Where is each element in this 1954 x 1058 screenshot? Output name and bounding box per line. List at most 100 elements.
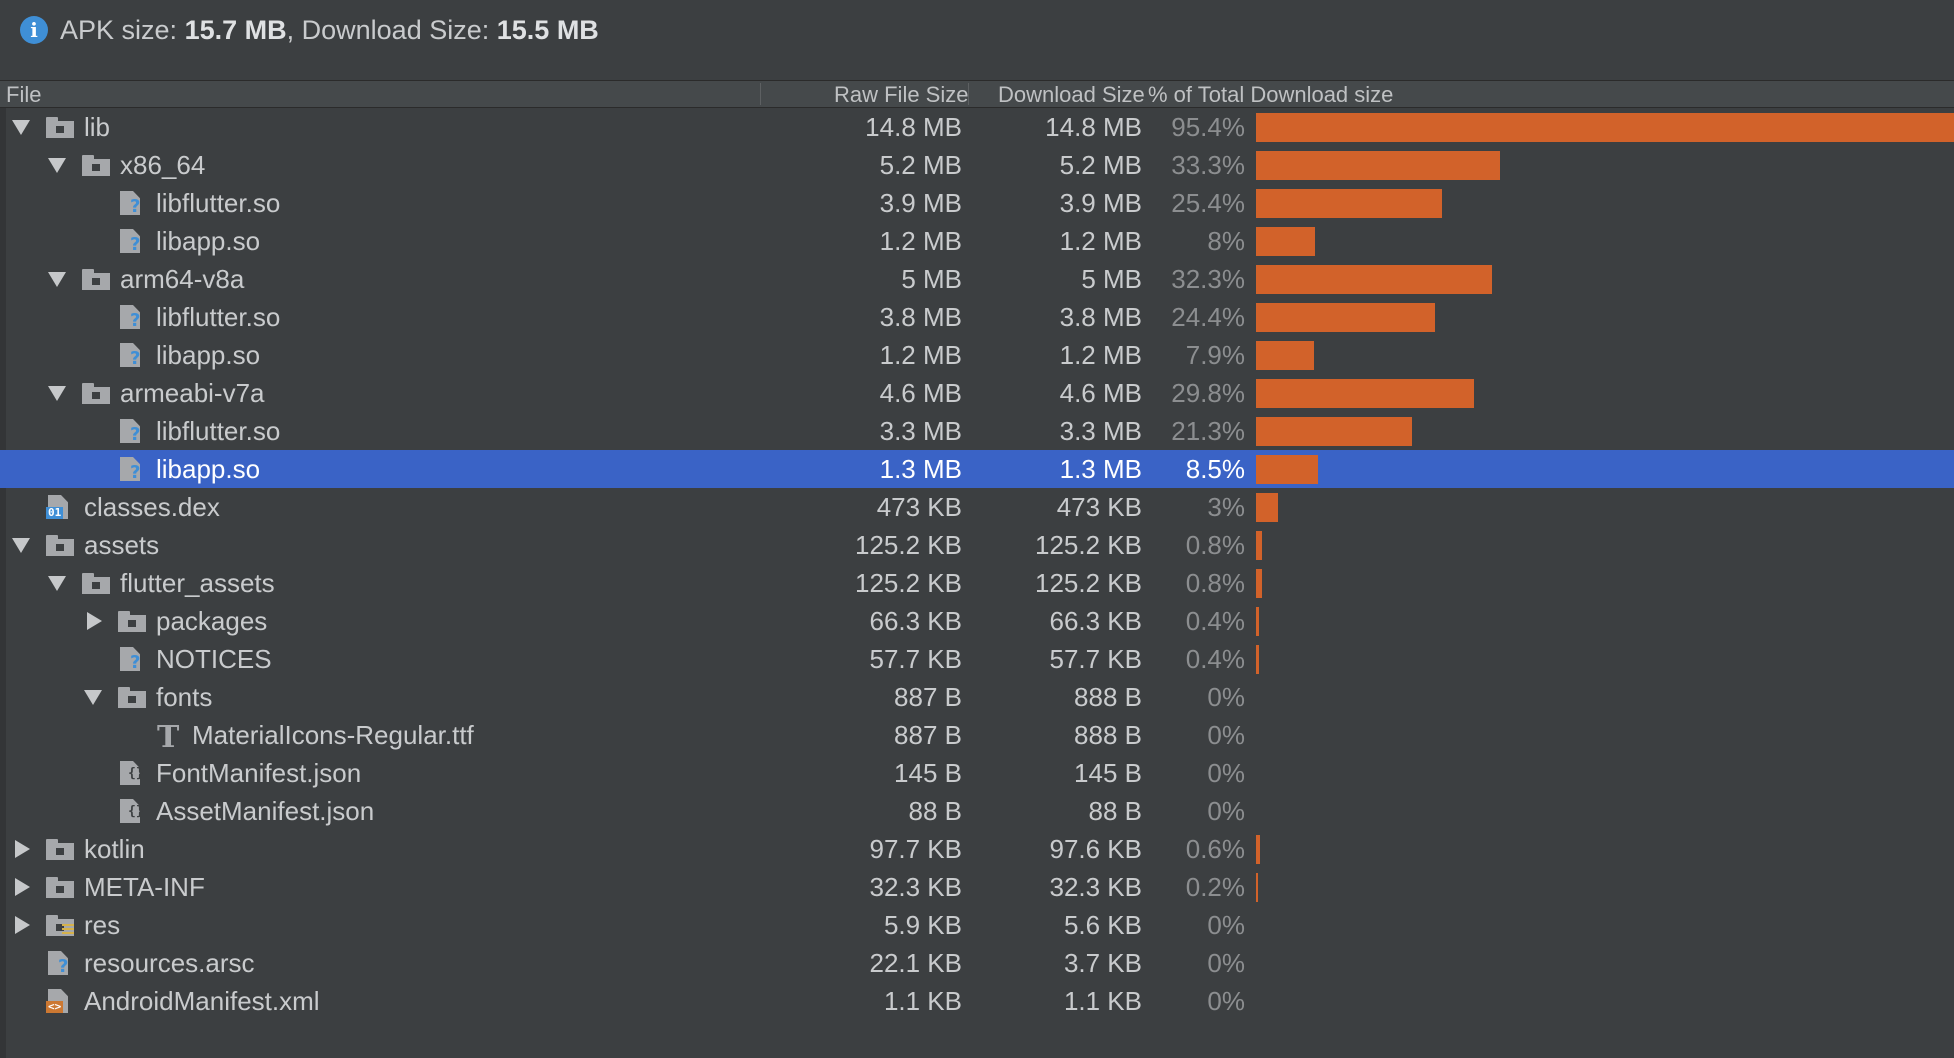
unknown-file-icon: ? xyxy=(118,456,146,483)
table-row[interactable]: packages 66.3 KB 66.3 KB 0.4% xyxy=(0,602,1954,640)
size-bar xyxy=(1256,379,1474,408)
table-row[interactable]: arm64-v8a 5 MB 5 MB 32.3% xyxy=(0,260,1954,298)
percent-of-total: 0.4% xyxy=(1185,644,1245,674)
file-name: libflutter.so xyxy=(156,416,281,446)
table-row[interactable]: ? libapp.so 1.3 MB 1.3 MB 8.5% xyxy=(0,450,1954,488)
table-row[interactable]: flutter_assets 125.2 KB 125.2 KB 0.8% xyxy=(0,564,1954,602)
chevron-down-icon[interactable] xyxy=(48,386,66,401)
column-header-file[interactable]: File xyxy=(6,82,42,107)
percent-of-total: 33.3% xyxy=(1171,150,1245,180)
raw-file-size: 125.2 KB xyxy=(855,568,962,598)
column-resize-handle[interactable] xyxy=(968,83,969,105)
table-row[interactable]: ? libflutter.so 3.3 MB 3.3 MB 21.3% xyxy=(0,412,1954,450)
size-bar xyxy=(1256,873,1258,902)
column-header-percent[interactable]: % of Total Download size xyxy=(1148,82,1394,107)
table-row[interactable]: res 5.9 KB 5.6 KB 0% xyxy=(0,906,1954,944)
raw-file-size: 57.7 KB xyxy=(869,644,962,674)
table-row[interactable]: {} AssetManifest.json 88 B 88 B 0% xyxy=(0,792,1954,830)
raw-file-size: 1.3 MB xyxy=(879,454,962,484)
chevron-right-icon[interactable] xyxy=(15,840,30,858)
percent-of-total: 0.4% xyxy=(1185,606,1245,636)
table-row[interactable]: ? libapp.so 1.2 MB 1.2 MB 7.9% xyxy=(0,336,1954,374)
download-size: 3.8 MB xyxy=(1059,302,1142,332)
folder-icon xyxy=(118,608,146,634)
size-bar xyxy=(1256,531,1262,560)
percent-of-total: 95.4% xyxy=(1171,112,1245,142)
raw-file-size: 125.2 KB xyxy=(855,530,962,560)
chevron-right-icon[interactable] xyxy=(15,878,30,896)
table-row[interactable]: kotlin 97.7 KB 97.6 KB 0.6% xyxy=(0,830,1954,868)
chevron-down-icon[interactable] xyxy=(12,538,30,553)
table-row[interactable]: x86_64 5.2 MB 5.2 MB 33.3% xyxy=(0,146,1954,184)
download-size: 3.3 MB xyxy=(1059,416,1142,446)
download-size: 32.3 KB xyxy=(1049,872,1142,902)
file-name: META-INF xyxy=(84,872,205,902)
chevron-down-icon[interactable] xyxy=(84,690,102,705)
download-size: 4.6 MB xyxy=(1059,378,1142,408)
download-size: 888 B xyxy=(1074,720,1142,750)
table-row[interactable]: armeabi-v7a 4.6 MB 4.6 MB 29.8% xyxy=(0,374,1954,412)
raw-file-size: 473 KB xyxy=(876,492,962,522)
file-name: libflutter.so xyxy=(156,302,281,332)
file-name: packages xyxy=(156,606,268,636)
file-name: libapp.so xyxy=(156,454,261,484)
size-bar xyxy=(1256,455,1318,484)
table-row[interactable]: <> AndroidManifest.xml 1.1 KB 1.1 KB 0% xyxy=(0,982,1954,1020)
chevron-right-icon[interactable] xyxy=(87,612,102,630)
raw-file-size: 97.7 KB xyxy=(869,834,962,864)
folder-icon xyxy=(82,152,110,178)
file-name: classes.dex xyxy=(84,492,220,522)
raw-file-size: 1.1 KB xyxy=(883,986,962,1016)
table-row[interactable]: lib 14.8 MB 14.8 MB 95.4% xyxy=(0,108,1954,146)
table-row[interactable]: fonts 887 B 888 B 0% xyxy=(0,678,1954,716)
chevron-right-icon[interactable] xyxy=(15,916,30,934)
download-size: 888 B xyxy=(1074,682,1142,712)
table-row[interactable]: assets 125.2 KB 125.2 KB 0.8% xyxy=(0,526,1954,564)
download-size: 125.2 KB xyxy=(1035,568,1142,598)
chevron-down-icon[interactable] xyxy=(48,158,66,173)
column-header-raw-size[interactable]: Raw File Size xyxy=(834,82,969,107)
unknown-file-icon: ? xyxy=(118,304,146,331)
table-row[interactable]: ? libflutter.so 3.8 MB 3.8 MB 24.4% xyxy=(0,298,1954,336)
download-size: 5.6 KB xyxy=(1063,910,1142,940)
chevron-down-icon[interactable] xyxy=(12,120,30,135)
raw-file-size: 14.8 MB xyxy=(865,112,962,142)
percent-of-total: 7.9% xyxy=(1185,340,1245,370)
dex-file-icon: 01 xyxy=(46,494,74,520)
file-tree-table: lib 14.8 MB 14.8 MB 95.4% x86_64 5.2 MB 5.2 MB… xyxy=(0,108,1954,1020)
folder-icon xyxy=(46,532,74,558)
raw-file-size: 66.3 KB xyxy=(869,606,962,636)
chevron-down-icon[interactable] xyxy=(48,576,66,591)
table-row[interactable]: ? libflutter.so 3.9 MB 3.9 MB 25.4% xyxy=(0,184,1954,222)
percent-of-total: 0% xyxy=(1207,796,1245,826)
table-row[interactable]: ? resources.arsc 22.1 KB 3.7 KB 0% xyxy=(0,944,1954,982)
raw-file-size: 145 B xyxy=(894,758,962,788)
file-name: assets xyxy=(84,530,160,560)
table-row[interactable]: ? NOTICES 57.7 KB 57.7 KB 0.4% xyxy=(0,640,1954,678)
table-row[interactable]: ? libapp.so 1.2 MB 1.2 MB 8% xyxy=(0,222,1954,260)
percent-of-total: 0.2% xyxy=(1185,872,1245,902)
table-header: File Raw File Size Download Size % of To… xyxy=(0,80,1954,108)
percent-of-total: 0.6% xyxy=(1185,834,1245,864)
column-resize-handle[interactable] xyxy=(760,83,761,105)
size-bar xyxy=(1256,113,1954,142)
chevron-down-icon[interactable] xyxy=(48,272,66,287)
column-header-download-size[interactable]: Download Size xyxy=(998,82,1145,107)
unknown-file-icon: ? xyxy=(118,646,146,673)
percent-of-total: 8.5% xyxy=(1185,454,1245,484)
table-row[interactable]: META-INF 32.3 KB 32.3 KB 0.2% xyxy=(0,868,1954,906)
left-gutter xyxy=(0,108,6,1058)
file-name: fonts xyxy=(156,682,213,712)
download-size: 66.3 KB xyxy=(1049,606,1142,636)
table-row[interactable]: T MaterialIcons-Regular.ttf 887 B 888 B 0% xyxy=(0,716,1954,755)
size-bar xyxy=(1256,151,1500,180)
percent-of-total: 3% xyxy=(1207,492,1245,522)
download-size: 145 B xyxy=(1074,758,1142,788)
table-row[interactable]: 01 classes.dex 473 KB 473 KB 3% xyxy=(0,488,1954,526)
table-row[interactable]: {} FontManifest.json 145 B 145 B 0% xyxy=(0,754,1954,792)
folder-icon xyxy=(118,684,146,710)
download-size: 5 MB xyxy=(1081,264,1142,294)
raw-file-size: 1.2 MB xyxy=(879,340,962,370)
size-bar xyxy=(1256,645,1259,674)
folder-icon xyxy=(82,380,110,406)
